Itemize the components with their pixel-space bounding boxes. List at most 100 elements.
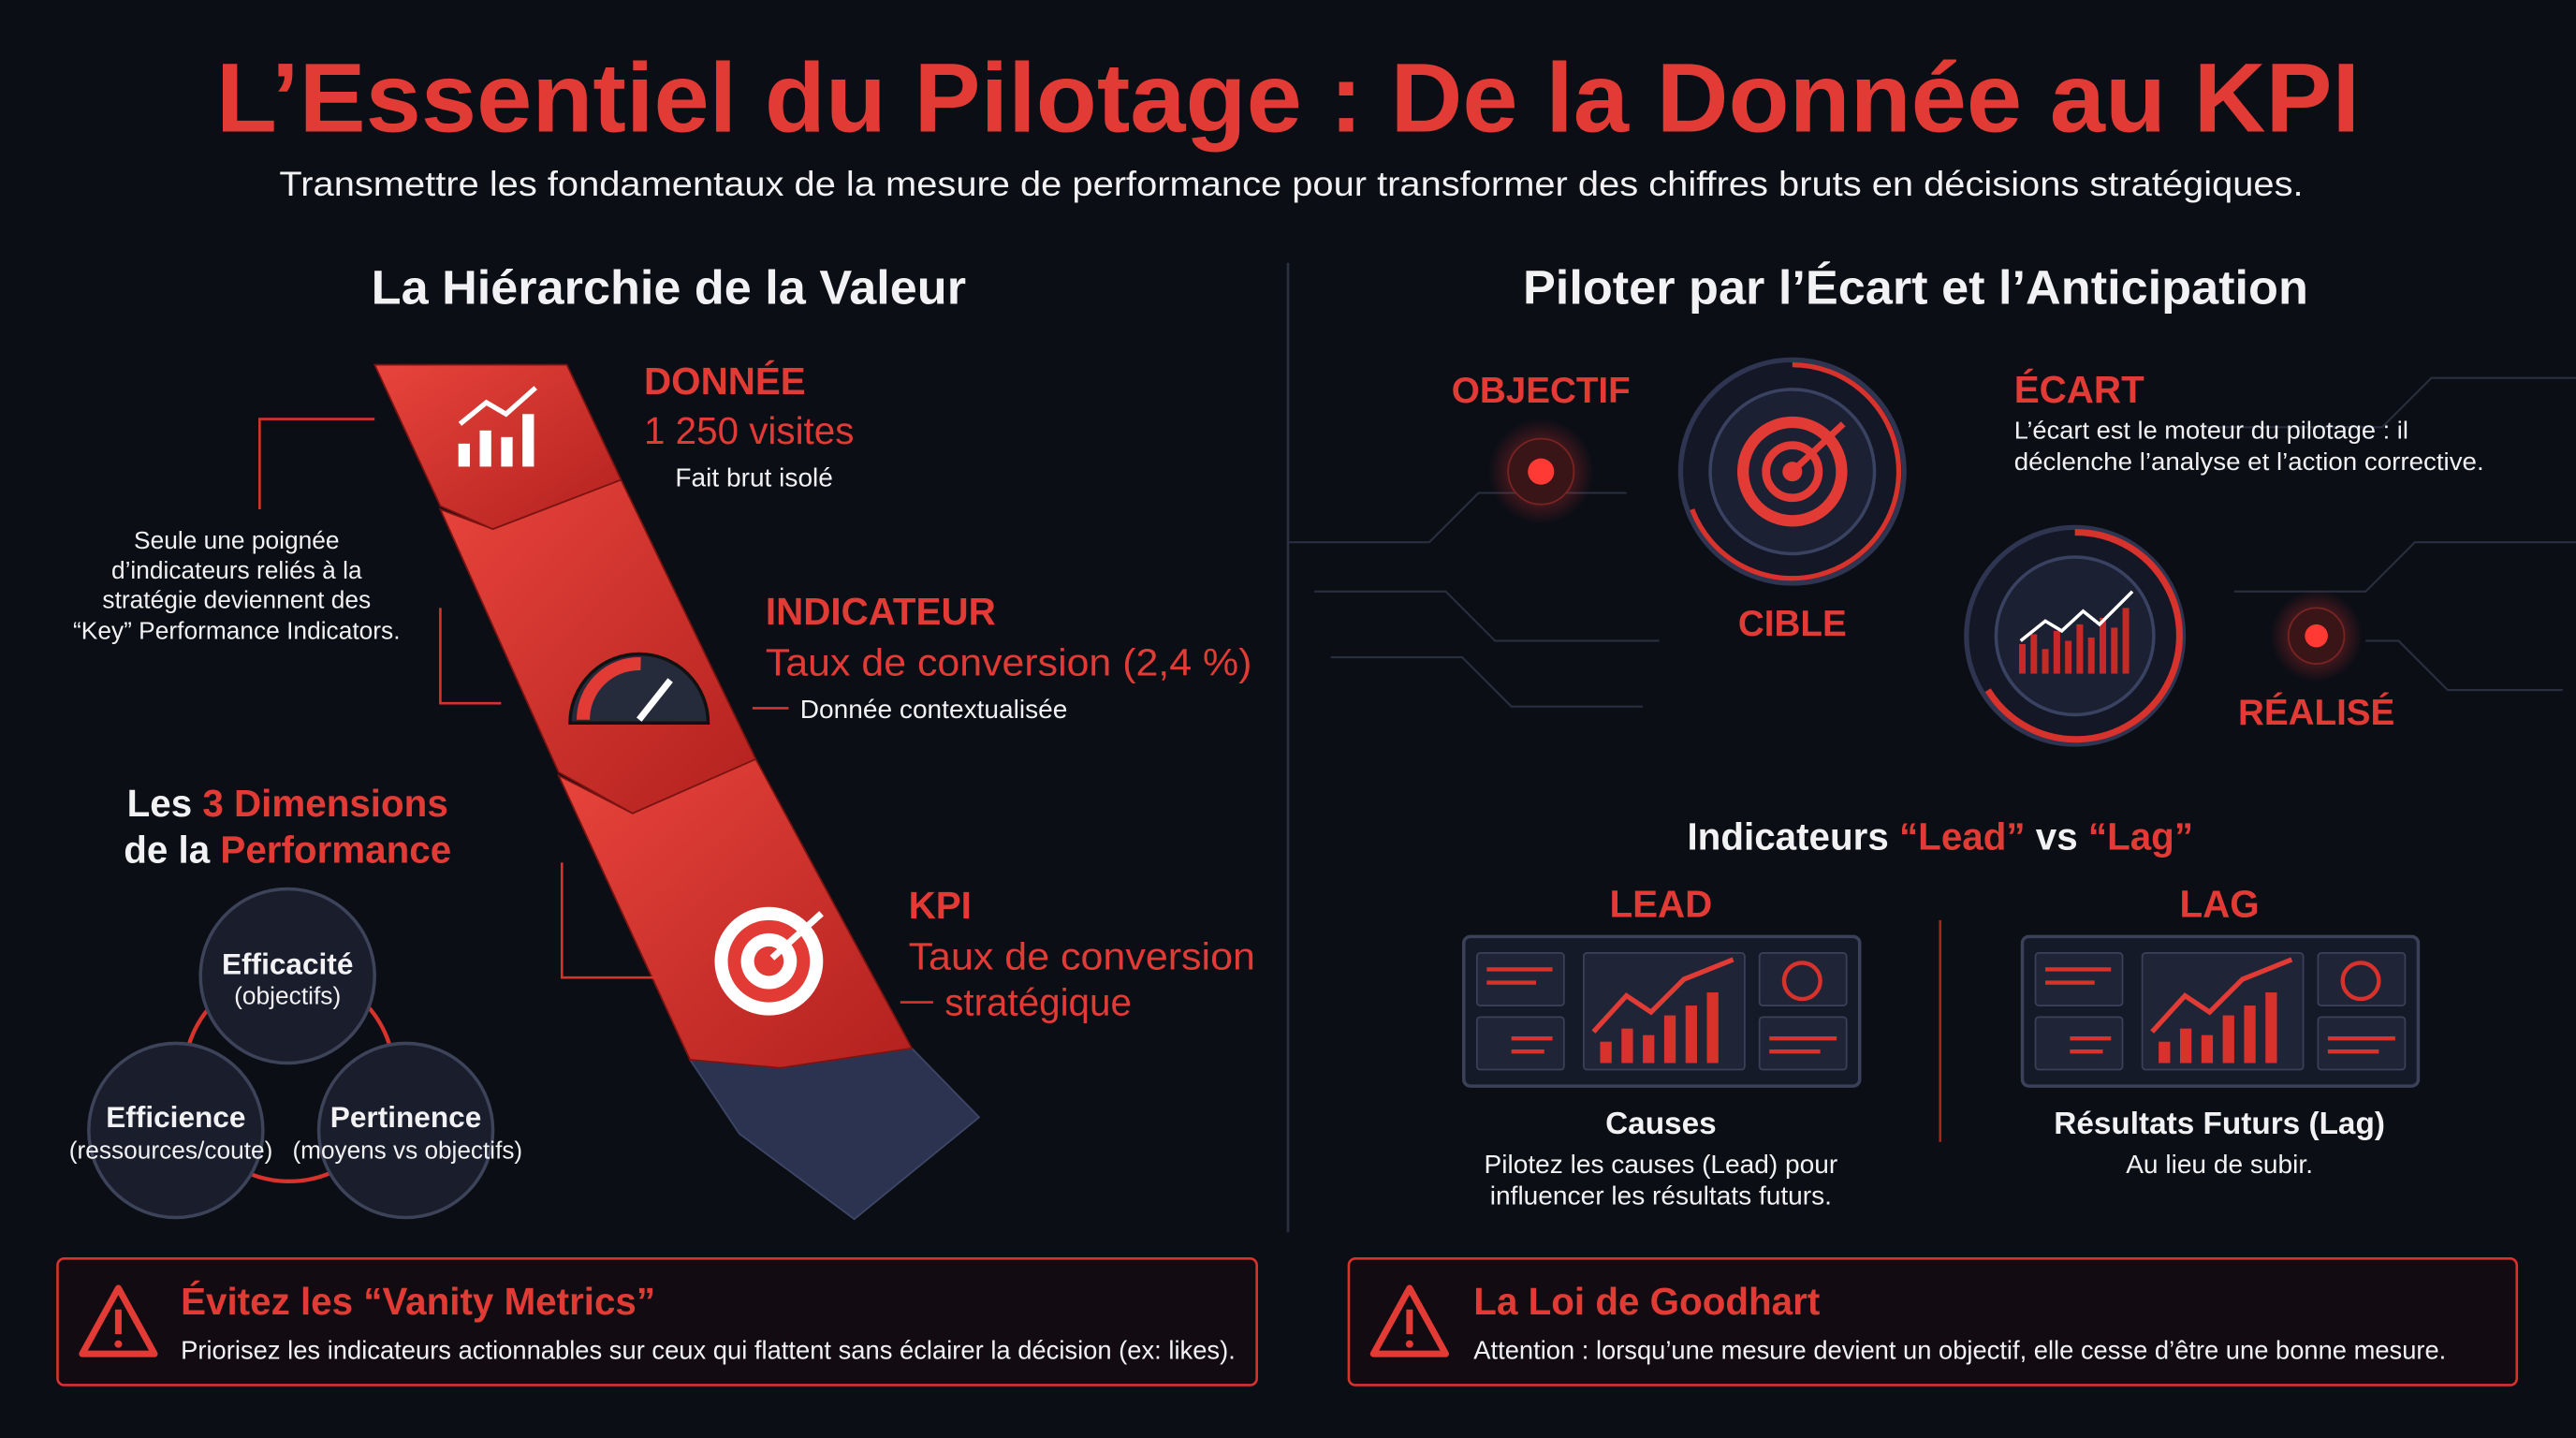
dial-bar (2030, 634, 2038, 674)
level-value: stratégique (944, 981, 1132, 1024)
warning-triangle (79, 1284, 158, 1357)
circuit (2233, 541, 2576, 593)
circuit-lines (1288, 376, 2576, 708)
connector (258, 418, 375, 510)
panel-trend (1591, 957, 1734, 1034)
cible-label: CIBLE (1738, 604, 1847, 644)
lead-title: Causes (1605, 1107, 1717, 1141)
gauge-needle (637, 678, 673, 722)
realise-label: RÉALISÉ (2238, 692, 2394, 733)
side-note: d’indicateurs reliés à la (111, 556, 362, 584)
panel-bar (1685, 1005, 1698, 1064)
objectif-label: OBJECTIF (1452, 371, 1631, 411)
icon-bar (479, 430, 491, 467)
panel-bar (1621, 1028, 1633, 1064)
gauge-arc (577, 657, 641, 720)
level-title: DONNÉE (644, 360, 806, 403)
dial-bar (2053, 630, 2060, 674)
dial-bar (2076, 624, 2084, 674)
cible-dial (1677, 357, 1907, 586)
warning-icon (79, 1284, 158, 1357)
ecart-text: déclenche l’analyse et l’action correcti… (2014, 448, 2484, 476)
dial-inner (1994, 555, 2156, 717)
dashboard-panel (2022, 936, 2418, 1086)
circuit (2201, 376, 2576, 429)
gauge-icon (568, 652, 710, 725)
section-heading: Piloter par l’Écart et l’Anticipation (1523, 261, 2308, 315)
panel-lines (1486, 967, 1837, 1054)
warning-icon (1369, 1284, 1449, 1357)
hierarchy-arrow (373, 363, 981, 1221)
dimension-detail: (moyens vs objectifs) (292, 1136, 522, 1164)
side-note: stratégie deviennent des (102, 585, 371, 613)
dashboard-panel (1462, 934, 1862, 1088)
dial-bar (2042, 649, 2049, 674)
ecart-text: L’écart est le moteur du pilotage : il (2014, 417, 2408, 445)
panel-tile (1475, 952, 1565, 1006)
connector (560, 862, 658, 979)
ecart-title: ÉCART (2014, 368, 2144, 411)
circuit (2365, 639, 2563, 692)
realise-dot (2305, 624, 2328, 648)
level-title: INDICATEUR (766, 590, 996, 633)
lead-label: LEAD (1609, 882, 1712, 925)
panel-tile (1758, 1016, 1848, 1071)
icon-bar (522, 414, 534, 467)
objectif-dot (1528, 458, 1555, 485)
lag-label: LAG (2179, 882, 2259, 925)
section-heading: La Hiérarchie de la Valeur (372, 261, 967, 315)
dimension-detail: (ressources/coute) (69, 1136, 273, 1164)
panel-pie (1781, 961, 1822, 1002)
dial-arc (1690, 361, 1902, 581)
heading-highlight: 3 Dimensions (202, 782, 447, 825)
dial-bars (2018, 608, 2130, 674)
subtitle: Transmettre les fondamentaux de la mesur… (279, 165, 2303, 203)
dimension-circle (87, 1041, 265, 1220)
side-note: Seule une poignée (134, 526, 339, 554)
heading-highlight: “Lag” (2088, 814, 2193, 858)
level-value: 1 250 visites (644, 409, 854, 452)
lag-text: Au lieu de subir. (2126, 1150, 2313, 1179)
warning-text: Priorisez les indicateurs actionnables s… (181, 1335, 1236, 1364)
dial-bar (2122, 608, 2130, 674)
dial-bar (2087, 637, 2095, 674)
dial-ring (1762, 441, 1823, 503)
panel-bars (1600, 992, 1719, 1064)
side-note: “Key” Performance Indicators. (73, 617, 401, 645)
dial-bar (2065, 640, 2072, 674)
panel-bar (1663, 1015, 1676, 1064)
heading-part: de la (124, 828, 220, 871)
lag-title: Résultats Futurs (Lag) (2054, 1107, 2385, 1141)
panel-tile (1475, 1016, 1565, 1071)
warning-box (1347, 1257, 2519, 1387)
connectors (258, 418, 933, 1004)
panel-bar (1600, 1041, 1612, 1064)
level-note: Fait brut isolé (675, 462, 833, 492)
target-icon (714, 906, 824, 1016)
panel-bar (1706, 992, 1719, 1064)
lead-lag-heading: Indicateurs “Lead” vs “Lag” (1687, 814, 2193, 858)
icon-bar (458, 443, 470, 467)
dimension-circles (87, 887, 495, 1220)
warning-title: Évitez les “Vanity Metrics” (181, 1280, 655, 1323)
circuit (1314, 590, 1660, 642)
warning-dot (114, 1340, 123, 1348)
level-note: Donnée contextualisée (800, 695, 1068, 724)
dimension-circle (316, 1041, 495, 1220)
dimensions-heading: Les 3 Dimensions (127, 782, 448, 825)
level-title: KPI (909, 884, 972, 927)
title: L’Essentiel du Pilotage : De la Donnée a… (216, 43, 2360, 153)
circuit (1330, 655, 1644, 708)
dimension-detail: (objectifs) (234, 981, 341, 1009)
dimension-name: Efficience (106, 1100, 245, 1134)
dial-dart (1792, 421, 1846, 473)
dimensions-heading: de la Performance (124, 828, 451, 871)
heading-part: Les (127, 782, 203, 825)
lead-text: influencer les résultats futurs. (1490, 1181, 1832, 1210)
realise-dial (1964, 524, 2187, 747)
icon-bar (501, 436, 513, 467)
heading-highlight: “Lead” (1899, 814, 2026, 858)
warning-dot (1405, 1340, 1413, 1348)
